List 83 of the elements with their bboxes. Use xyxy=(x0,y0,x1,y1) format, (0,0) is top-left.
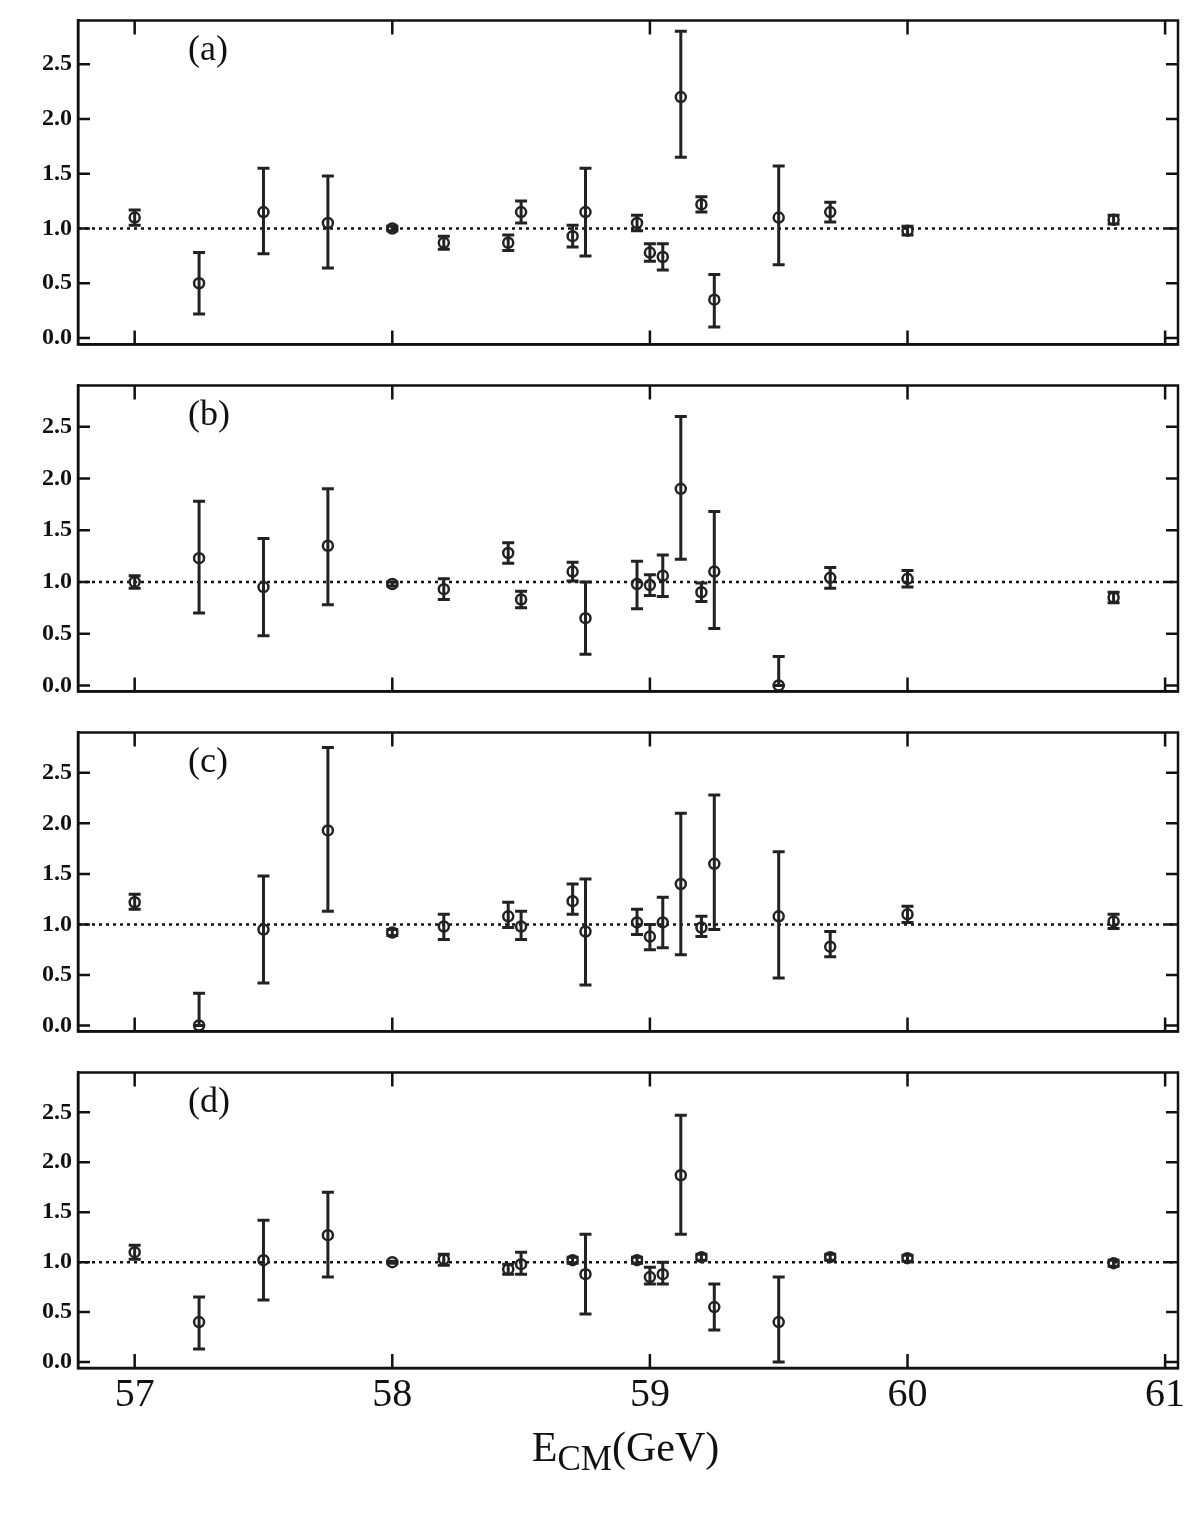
y-tick-label: 1.5 xyxy=(42,859,72,886)
point xyxy=(386,1255,399,1269)
point xyxy=(674,482,688,496)
y-tick-label: 1.0 xyxy=(42,567,72,594)
point xyxy=(656,250,670,264)
annotation: (b) xyxy=(188,392,230,433)
y-tick-label: 2.5 xyxy=(42,411,72,438)
point xyxy=(772,211,785,224)
x-tick-label: 61 xyxy=(1145,1369,1186,1415)
annotation: (a) xyxy=(188,27,228,68)
y-tick-label: 0.0 xyxy=(42,1347,72,1374)
x-tick-label: 58 xyxy=(372,1369,413,1415)
point xyxy=(192,1019,206,1032)
point xyxy=(566,894,579,908)
point xyxy=(192,551,206,565)
point xyxy=(643,578,657,592)
point xyxy=(579,611,592,625)
point xyxy=(674,90,688,104)
y-tick-label: 2.5 xyxy=(42,758,72,785)
point xyxy=(772,910,785,923)
point xyxy=(437,920,451,933)
x-axis-title: E$_{CM}$(GeV) xyxy=(530,1423,721,1481)
point xyxy=(321,216,335,230)
y-tick-label: 2.5 xyxy=(42,49,72,76)
point xyxy=(643,930,657,943)
point xyxy=(772,1315,785,1329)
point xyxy=(437,582,451,596)
point xyxy=(321,1228,335,1242)
point xyxy=(257,580,270,594)
y-tick-label: 0.5 xyxy=(42,618,72,645)
point xyxy=(514,1257,528,1271)
y-tick-label: 1.5 xyxy=(42,1197,72,1224)
point xyxy=(823,571,837,585)
y-tick-label: 2.0 xyxy=(42,463,72,490)
y-tick-label: 0.0 xyxy=(42,1010,72,1037)
point xyxy=(630,577,644,591)
point xyxy=(708,857,721,871)
point xyxy=(674,877,688,891)
point xyxy=(823,940,837,953)
point xyxy=(708,565,721,578)
annotation: (c) xyxy=(188,739,228,780)
y-tick-label: 0.5 xyxy=(42,268,72,295)
point xyxy=(192,277,206,290)
y-tick-label: 2.0 xyxy=(42,104,72,131)
x-tick-label: 60 xyxy=(887,1369,928,1415)
point xyxy=(579,925,592,938)
y-tick-label: 2.0 xyxy=(42,1147,72,1174)
point xyxy=(257,923,270,936)
point xyxy=(501,910,515,923)
point xyxy=(579,205,592,219)
point xyxy=(566,229,579,243)
point xyxy=(643,1270,657,1284)
point xyxy=(674,1169,688,1182)
point xyxy=(656,916,670,929)
y-tick-label: 1.0 xyxy=(42,1247,72,1274)
y-tick-label: 0.0 xyxy=(42,323,72,350)
x-tick-label: 57 xyxy=(114,1369,155,1415)
y-tick-label: 1.0 xyxy=(42,213,72,240)
point xyxy=(630,916,644,929)
point xyxy=(514,920,528,933)
point xyxy=(656,1267,670,1281)
point xyxy=(192,1315,206,1329)
y-tick-label: 0.5 xyxy=(42,960,72,987)
point xyxy=(321,539,335,552)
y-tick-label: 0.5 xyxy=(42,1297,72,1324)
y-tick-label: 0.0 xyxy=(42,670,72,697)
annotation: (d) xyxy=(188,1079,230,1120)
point xyxy=(656,569,670,582)
y-tick-label: 2.5 xyxy=(42,1097,72,1124)
y-tick-label: 1.5 xyxy=(42,158,72,185)
point xyxy=(708,1300,721,1314)
point xyxy=(321,824,335,837)
point xyxy=(257,1253,270,1267)
x-tick-label: 59 xyxy=(629,1369,670,1415)
point xyxy=(695,921,708,934)
point xyxy=(708,293,721,306)
point xyxy=(501,546,515,560)
point xyxy=(257,205,270,219)
y-tick-label: 1.0 xyxy=(42,909,72,936)
point xyxy=(514,205,528,219)
y-tick-label: 2.0 xyxy=(42,808,72,835)
point xyxy=(579,1267,592,1281)
y-tick-label: 1.5 xyxy=(42,515,72,542)
